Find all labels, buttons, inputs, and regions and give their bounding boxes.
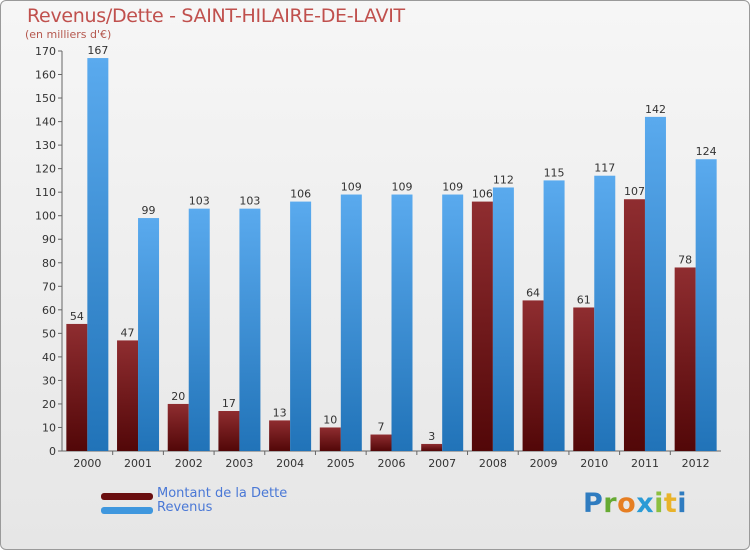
bar-revenus <box>138 218 160 451</box>
legend-swatch-revenus <box>101 507 153 514</box>
data-label-revenus: 103 <box>239 195 260 208</box>
data-label-revenus: 109 <box>442 181 463 194</box>
legend-label-revenus: Revenus <box>157 500 213 515</box>
y-tick-label: 140 <box>35 116 56 129</box>
data-label-dette: 13 <box>273 406 287 419</box>
bar-dette <box>167 403 189 451</box>
y-tick-label: 70 <box>42 280 56 293</box>
bar-revenus <box>644 116 666 451</box>
bar-revenus <box>87 58 109 451</box>
bar-dette <box>522 300 544 451</box>
x-tick-label: 2010 <box>580 457 608 470</box>
y-tick-label: 40 <box>42 351 56 364</box>
data-label-dette: 64 <box>526 286 540 299</box>
bar-revenus <box>492 187 514 451</box>
data-label-dette: 54 <box>70 310 84 323</box>
y-tick-label: 10 <box>42 421 56 434</box>
y-tick-label: 170 <box>35 45 56 58</box>
y-tick-label: 50 <box>42 327 56 340</box>
data-label-dette: 3 <box>428 430 435 443</box>
x-tick-label: 2008 <box>479 457 507 470</box>
y-tick-label: 130 <box>35 139 56 152</box>
y-tick-label: 90 <box>42 233 56 246</box>
x-tick-label: 2000 <box>73 457 101 470</box>
data-label-revenus: 142 <box>645 103 666 116</box>
y-tick-label: 30 <box>42 374 56 387</box>
x-tick-label: 2012 <box>682 457 710 470</box>
bar-revenus <box>442 194 464 451</box>
data-label-revenus: 106 <box>290 188 311 201</box>
bar-dette <box>370 434 392 451</box>
data-label-revenus: 115 <box>544 166 565 179</box>
bar-dette <box>319 427 341 451</box>
bar-dette <box>421 443 443 451</box>
x-tick-label: 2007 <box>428 457 456 470</box>
x-tick-label: 2006 <box>378 457 406 470</box>
x-tick-label: 2004 <box>276 457 304 470</box>
y-tick-label: 100 <box>35 210 56 223</box>
y-tick-label: 160 <box>35 69 56 82</box>
bar-revenus <box>290 201 312 451</box>
bar-revenus <box>594 175 616 452</box>
bar-revenus <box>188 208 210 451</box>
x-tick-label: 2005 <box>327 457 355 470</box>
x-tick-label: 2011 <box>631 457 659 470</box>
data-label-revenus: 103 <box>189 195 210 208</box>
bar-dette <box>269 420 291 451</box>
data-label-dette: 17 <box>222 397 236 410</box>
bar-dette <box>218 411 240 451</box>
y-tick-label: 0 <box>49 445 56 458</box>
x-tick-label: 2009 <box>530 457 558 470</box>
data-label-dette: 10 <box>323 413 337 426</box>
data-label-dette: 61 <box>577 293 591 306</box>
bar-revenus <box>543 180 565 452</box>
x-tick-label: 2002 <box>175 457 203 470</box>
data-label-revenus: 112 <box>493 173 514 186</box>
y-tick-label: 20 <box>42 398 56 411</box>
bar-revenus <box>391 194 413 451</box>
y-tick-label: 150 <box>35 92 56 105</box>
data-label-revenus: 109 <box>392 181 413 194</box>
data-label-revenus: 99 <box>142 204 156 217</box>
bar-revenus <box>239 208 261 451</box>
data-label-dette: 47 <box>121 326 135 339</box>
data-label-dette: 107 <box>624 185 645 198</box>
data-label-dette: 20 <box>171 390 185 403</box>
bar-revenus <box>340 194 362 451</box>
data-label-dette: 78 <box>678 253 692 266</box>
bar-dette <box>623 199 645 451</box>
x-tick-label: 2001 <box>124 457 152 470</box>
proxiti-logo: Proxiti <box>583 488 688 519</box>
data-label-dette: 106 <box>472 188 493 201</box>
data-label-revenus: 117 <box>594 162 615 175</box>
legend-label-dette: Montant de la Dette <box>157 486 288 501</box>
data-label-revenus: 167 <box>87 44 108 57</box>
bar-dette <box>117 340 139 451</box>
y-tick-label: 60 <box>42 304 56 317</box>
bar-revenus <box>695 159 717 451</box>
bar-dette <box>573 307 595 451</box>
data-label-revenus: 124 <box>696 145 717 158</box>
y-tick-label: 110 <box>35 186 56 199</box>
bar-dette <box>66 323 88 451</box>
y-tick-label: 80 <box>42 257 56 270</box>
chart-title: Revenus/Dette - SAINT-HILAIRE-DE-LAVIT <box>27 5 405 27</box>
x-tick-label: 2003 <box>225 457 253 470</box>
bar-dette <box>674 267 696 451</box>
data-label-dette: 7 <box>378 421 385 434</box>
chart-subtitle: (en milliers d'€) <box>25 28 112 41</box>
bar-dette <box>471 201 493 451</box>
data-label-revenus: 109 <box>341 181 362 194</box>
y-tick-label: 120 <box>35 163 56 176</box>
legend-swatch-dette <box>101 493 153 500</box>
